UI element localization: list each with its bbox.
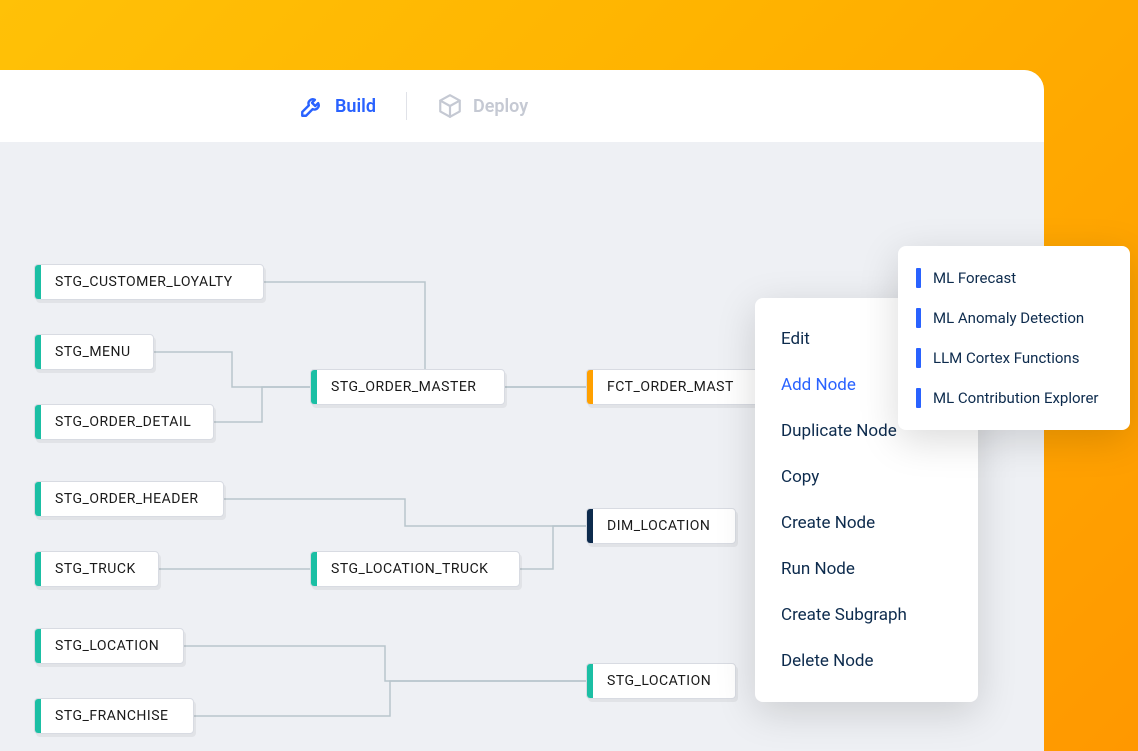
node-stg-location[interactable]: STG_LOCATION — [34, 628, 184, 664]
node-label: STG_CUSTOMER_LOYALTY — [41, 265, 247, 299]
node-stg-truck[interactable]: STG_TRUCK — [34, 551, 159, 587]
edge — [184, 646, 586, 681]
node-label: STG_ORDER_HEADER — [41, 482, 213, 516]
edge — [214, 387, 310, 422]
menu-item-run-node[interactable]: Run Node — [755, 546, 978, 592]
submenu-item-label: ML Contribution Explorer — [933, 389, 1099, 407]
submenu-item-llm-cortex-functions[interactable]: LLM Cortex Functions — [898, 338, 1130, 378]
indicator-bar — [916, 388, 921, 408]
node-stg-order-header[interactable]: STG_ORDER_HEADER — [34, 481, 224, 517]
tab-deploy[interactable]: Deploy — [433, 87, 532, 125]
edge — [154, 352, 310, 387]
submenu-item-ml-anomaly-detection[interactable]: ML Anomaly Detection — [898, 298, 1130, 338]
menu-item-label: Run Node — [781, 559, 855, 579]
menu-item-copy[interactable]: Copy — [755, 454, 978, 500]
submenu-item-label: ML Forecast — [933, 269, 1016, 287]
menu-item-create-node[interactable]: Create Node — [755, 500, 978, 546]
node-stg-menu[interactable]: STG_MENU — [34, 334, 154, 370]
menu-item-label: Copy — [781, 467, 819, 487]
menu-item-label: Add Node — [781, 375, 856, 395]
indicator-bar — [916, 308, 921, 328]
node-label: FCT_ORDER_MAST — [593, 370, 748, 404]
node-stg-order-master[interactable]: STG_ORDER_MASTER — [310, 369, 505, 405]
node-label: STG_ORDER_MASTER — [317, 370, 490, 404]
node-stg-customer-loyalty[interactable]: STG_CUSTOMER_LOYALTY — [34, 264, 264, 300]
top-tab-bar: Build Deploy — [0, 70, 1044, 142]
node-dim-location[interactable]: DIM_LOCATION — [586, 508, 736, 544]
node-label: STG_FRANCHISE — [41, 699, 183, 733]
node-label: DIM_LOCATION — [593, 509, 724, 543]
node-label: STG_LOCATION_TRUCK — [317, 552, 502, 586]
submenu-item-ml-contribution-explorer[interactable]: ML Contribution Explorer — [898, 378, 1130, 418]
add-node-submenu: ML Forecast ML Anomaly Detection LLM Corte… — [898, 246, 1130, 430]
tab-deploy-label: Deploy — [473, 96, 528, 117]
edge — [520, 526, 586, 569]
node-label: STG_MENU — [41, 335, 145, 369]
node-stg-location2[interactable]: STG_LOCATION — [586, 663, 736, 699]
node-label: STG_TRUCK — [41, 552, 150, 586]
tab-divider — [406, 92, 407, 120]
node-fct-order-master[interactable]: FCT_ORDER_MAST — [586, 369, 766, 405]
submenu-item-label: LLM Cortex Functions — [933, 349, 1079, 367]
menu-item-label: Duplicate Node — [781, 421, 897, 441]
node-stg-franchise[interactable]: STG_FRANCHISE — [34, 698, 194, 734]
edge — [224, 499, 586, 526]
submenu-item-ml-forecast[interactable]: ML Forecast — [898, 258, 1130, 298]
menu-item-label: Create Subgraph — [781, 605, 907, 625]
node-label: STG_LOCATION — [593, 664, 725, 698]
indicator-bar — [916, 348, 921, 368]
edge — [194, 681, 586, 716]
tab-build[interactable]: Build — [295, 87, 380, 125]
node-label: STG_ORDER_DETAIL — [41, 405, 205, 439]
menu-item-create-subgraph[interactable]: Create Subgraph — [755, 592, 978, 638]
menu-item-delete-node[interactable]: Delete Node — [755, 638, 978, 684]
indicator-bar — [916, 268, 921, 288]
cube-icon — [437, 93, 463, 119]
submenu-item-label: ML Anomaly Detection — [933, 309, 1084, 327]
tab-build-label: Build — [335, 96, 376, 117]
node-stg-location-truck[interactable]: STG_LOCATION_TRUCK — [310, 551, 520, 587]
menu-item-label: Delete Node — [781, 651, 874, 671]
wrench-icon — [299, 93, 325, 119]
node-label: STG_LOCATION — [41, 629, 173, 663]
menu-item-label: Edit — [781, 329, 810, 349]
menu-item-label: Create Node — [781, 513, 875, 533]
node-stg-order-detail[interactable]: STG_ORDER_DETAIL — [34, 404, 214, 440]
